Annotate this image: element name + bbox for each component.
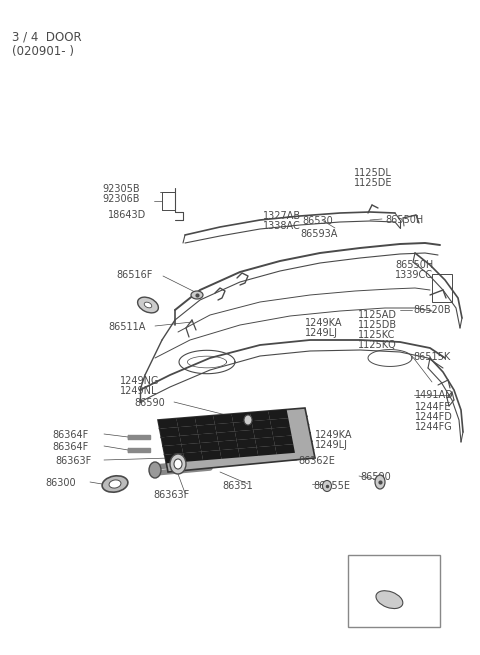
Text: 1125AD: 1125AD bbox=[358, 310, 397, 320]
Polygon shape bbox=[218, 440, 238, 450]
Text: 86363F: 86363F bbox=[55, 456, 91, 466]
Polygon shape bbox=[178, 426, 198, 436]
Text: 1125DB: 1125DB bbox=[358, 320, 397, 330]
Polygon shape bbox=[181, 443, 202, 453]
Text: 3 / 4  DOOR: 3 / 4 DOOR bbox=[12, 30, 82, 43]
Text: 18643D: 18643D bbox=[108, 210, 146, 220]
Polygon shape bbox=[213, 414, 233, 424]
Polygon shape bbox=[198, 433, 218, 443]
Text: 1327AB: 1327AB bbox=[263, 211, 301, 221]
Ellipse shape bbox=[149, 462, 161, 478]
Ellipse shape bbox=[323, 481, 332, 491]
Polygon shape bbox=[202, 450, 221, 460]
Text: 1244FG: 1244FG bbox=[415, 422, 453, 432]
Polygon shape bbox=[215, 422, 235, 433]
Text: 86590: 86590 bbox=[134, 398, 165, 408]
Text: 1125DL: 1125DL bbox=[354, 168, 392, 178]
Text: 86515K: 86515K bbox=[413, 352, 450, 362]
Text: 1491AD: 1491AD bbox=[415, 390, 454, 400]
Text: 1244FD: 1244FD bbox=[415, 412, 453, 422]
Text: 1249NL: 1249NL bbox=[120, 386, 157, 396]
Text: 1125KQ: 1125KQ bbox=[358, 340, 397, 350]
Polygon shape bbox=[160, 427, 180, 438]
Polygon shape bbox=[275, 444, 295, 455]
Ellipse shape bbox=[191, 291, 203, 299]
FancyArrow shape bbox=[128, 435, 150, 439]
Polygon shape bbox=[180, 434, 200, 445]
Polygon shape bbox=[250, 411, 270, 421]
Text: 86363F: 86363F bbox=[153, 490, 189, 500]
Polygon shape bbox=[272, 427, 292, 437]
Text: 86520B: 86520B bbox=[413, 305, 451, 315]
Polygon shape bbox=[235, 430, 255, 440]
Text: 86364F: 86364F bbox=[52, 430, 88, 440]
Polygon shape bbox=[237, 438, 256, 449]
Polygon shape bbox=[200, 441, 220, 452]
Polygon shape bbox=[195, 415, 215, 426]
Text: 86550H: 86550H bbox=[395, 260, 433, 270]
Polygon shape bbox=[255, 437, 275, 447]
Text: 1125DE: 1125DE bbox=[354, 178, 393, 188]
Polygon shape bbox=[158, 419, 178, 428]
Text: 1249KA: 1249KA bbox=[315, 430, 352, 440]
Polygon shape bbox=[176, 417, 196, 427]
Text: 86530: 86530 bbox=[302, 216, 333, 226]
Text: 92306B: 92306B bbox=[102, 194, 140, 204]
Text: 86364F: 86364F bbox=[52, 442, 88, 452]
Text: 86300: 86300 bbox=[45, 478, 76, 488]
Text: 1249LJ: 1249LJ bbox=[315, 440, 348, 450]
Polygon shape bbox=[270, 418, 290, 428]
Bar bbox=[348, 555, 440, 627]
Text: 86351: 86351 bbox=[222, 481, 253, 491]
Ellipse shape bbox=[376, 591, 403, 608]
Text: 1339CC: 1339CC bbox=[395, 270, 433, 280]
Text: 1244FE: 1244FE bbox=[415, 402, 451, 412]
Text: 86593A: 86593A bbox=[300, 229, 337, 239]
Polygon shape bbox=[161, 436, 181, 446]
Polygon shape bbox=[196, 424, 216, 434]
Text: 86511A: 86511A bbox=[108, 322, 145, 332]
Text: 86516F: 86516F bbox=[116, 270, 152, 280]
Polygon shape bbox=[256, 445, 276, 456]
Text: 86550H: 86550H bbox=[385, 215, 423, 225]
Polygon shape bbox=[233, 421, 253, 432]
Ellipse shape bbox=[144, 302, 152, 308]
Polygon shape bbox=[183, 452, 203, 462]
Polygon shape bbox=[163, 445, 183, 455]
Ellipse shape bbox=[102, 476, 128, 492]
Text: 92305B: 92305B bbox=[102, 184, 140, 194]
Bar bbox=[432, 274, 452, 302]
Text: 18647: 18647 bbox=[352, 559, 385, 569]
Polygon shape bbox=[231, 413, 252, 422]
Text: (020901- ): (020901- ) bbox=[12, 45, 74, 58]
Text: 1125KC: 1125KC bbox=[358, 330, 396, 340]
Ellipse shape bbox=[375, 475, 385, 489]
Ellipse shape bbox=[244, 415, 252, 425]
Polygon shape bbox=[253, 428, 273, 438]
Text: 1338AC: 1338AC bbox=[263, 221, 301, 231]
Text: 86362E: 86362E bbox=[298, 456, 335, 466]
Ellipse shape bbox=[170, 454, 186, 474]
Ellipse shape bbox=[138, 297, 158, 313]
Polygon shape bbox=[238, 447, 258, 457]
Text: 86590: 86590 bbox=[360, 472, 391, 482]
Polygon shape bbox=[158, 408, 315, 472]
Polygon shape bbox=[273, 436, 293, 445]
Polygon shape bbox=[220, 449, 240, 459]
Text: 1249KA: 1249KA bbox=[305, 318, 343, 328]
Text: 86655E: 86655E bbox=[313, 481, 350, 491]
Ellipse shape bbox=[109, 480, 121, 488]
Polygon shape bbox=[268, 409, 288, 420]
Ellipse shape bbox=[174, 459, 182, 469]
Text: 1249LJ: 1249LJ bbox=[305, 328, 338, 338]
FancyArrow shape bbox=[128, 448, 150, 452]
Polygon shape bbox=[165, 453, 185, 463]
Polygon shape bbox=[252, 420, 272, 430]
Text: 1249NG: 1249NG bbox=[120, 376, 159, 386]
Polygon shape bbox=[216, 432, 237, 441]
